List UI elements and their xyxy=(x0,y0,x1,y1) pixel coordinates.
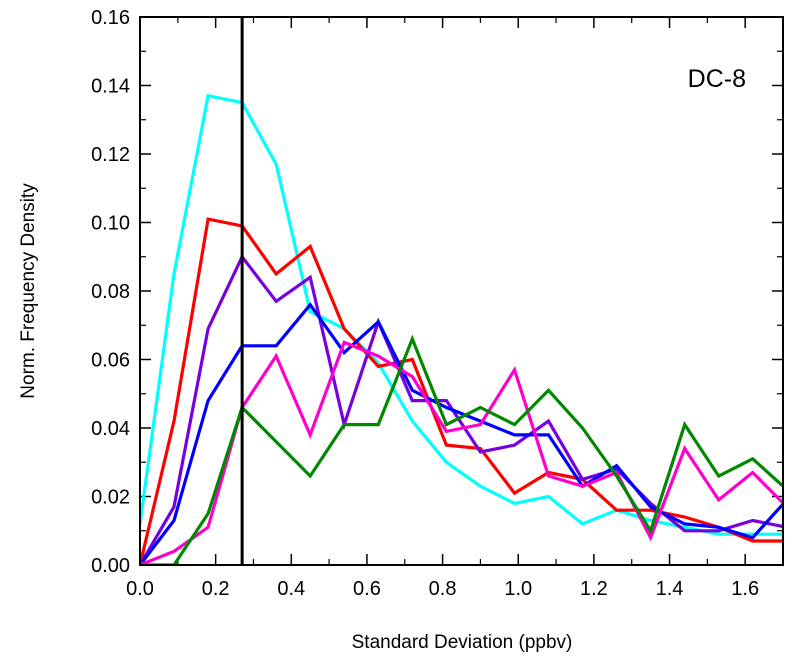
x-tick-label: 0.6 xyxy=(353,578,381,600)
dc8-annotation: DC-8 xyxy=(688,65,746,93)
y-tick-label: 0.14 xyxy=(91,76,130,98)
x-tick-label: 0.8 xyxy=(429,578,457,600)
y-tick-label: 0.08 xyxy=(91,281,130,303)
y-axis-title: Norm. Frequency Density xyxy=(18,183,39,399)
series-line-3 xyxy=(140,253,783,565)
x-tick-label: 0.0 xyxy=(126,578,154,600)
x-tick-label: 1.0 xyxy=(504,578,532,600)
axis-ticks xyxy=(139,16,784,566)
x-tick-label: 1.2 xyxy=(580,578,608,600)
series-line-2 xyxy=(140,217,783,565)
y-tick-label: 0.02 xyxy=(91,487,130,509)
x-tick-label: 1.4 xyxy=(656,578,684,600)
series-line-5 xyxy=(140,340,783,565)
y-tick-label: 0.10 xyxy=(91,213,130,235)
x-tick-label: 1.6 xyxy=(731,578,759,600)
x-tick-label: 0.2 xyxy=(202,578,230,600)
x-tick-labels: 0.0 0.2 0.4 0.6 0.8 1.0 1.2 1.4 1.6 xyxy=(126,578,759,600)
y-tick-label: 0.04 xyxy=(91,418,130,440)
series-line-1 xyxy=(140,93,783,536)
y-tick-label: 0.12 xyxy=(91,144,130,166)
x-tick-label: 0.4 xyxy=(277,578,305,600)
y-tick-labels: 0.00 0.02 0.04 0.06 0.08 0.10 0.12 0.14 0.16 xyxy=(91,7,130,577)
y-tick-label: 0.06 xyxy=(91,350,130,372)
y-tick-label: 0.16 xyxy=(91,7,130,29)
plot-frame xyxy=(139,16,784,566)
series-layer xyxy=(140,93,783,565)
x-axis-title: Standard Deviation (ppbv) xyxy=(352,632,573,653)
series-line-6 xyxy=(140,334,783,565)
y-tick-label: 0.00 xyxy=(91,555,130,577)
